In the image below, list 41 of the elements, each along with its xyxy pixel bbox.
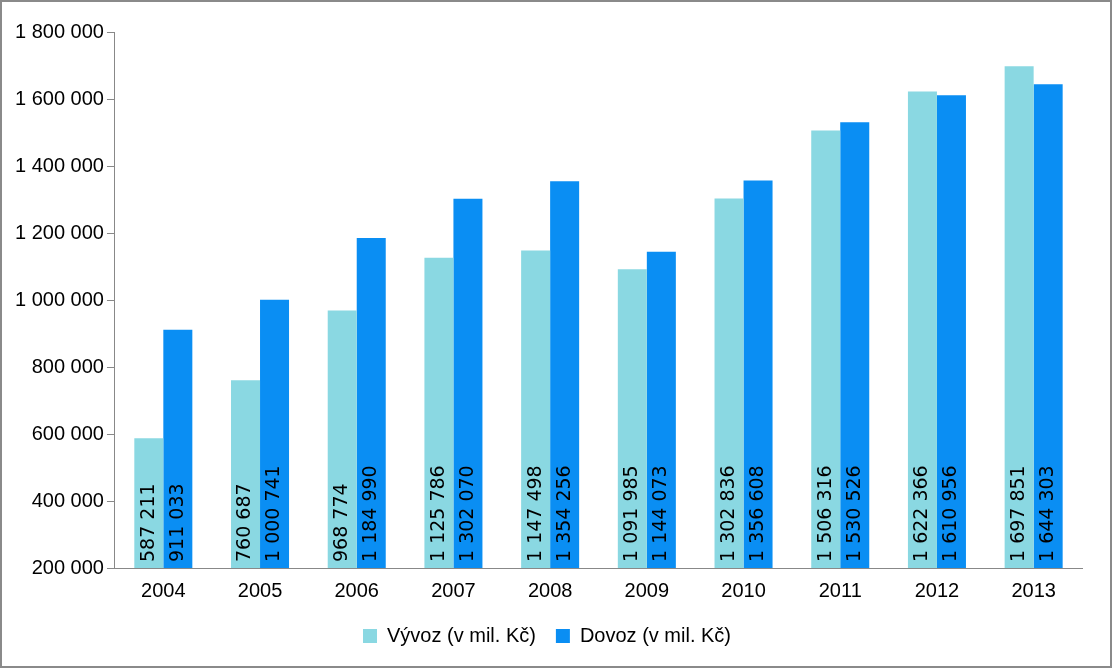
data-label: 1 302 070 [454, 465, 477, 562]
y-tick-label: 800 000 [31, 354, 104, 377]
y-tick-label: 1 000 000 [14, 287, 104, 310]
y-tick-label: 1 200 000 [14, 220, 104, 243]
data-label: 1 644 303 [1035, 465, 1058, 562]
x-tick-label: 2007 [431, 578, 476, 601]
x-tick-label: 2006 [334, 578, 379, 601]
legend-label: Vývoz (v mil. Kč) [386, 623, 536, 646]
x-tick-label: 2005 [237, 578, 283, 601]
data-label: 1 091 985 [619, 465, 642, 562]
data-label: 968 774 [329, 483, 352, 562]
x-tick-label: 2010 [721, 578, 766, 601]
data-label: 1 302 836 [715, 465, 738, 562]
y-tick-label: 200 000 [31, 555, 104, 578]
x-tick-label: 2009 [624, 578, 670, 601]
data-label: 1 000 741 [261, 465, 284, 562]
y-tick-label: 400 000 [31, 488, 104, 511]
x-tick-label: 2013 [1011, 578, 1056, 601]
x-tick-label: 2008 [527, 578, 573, 601]
data-label: 1 622 366 [909, 465, 932, 562]
data-label: 1 530 526 [841, 465, 864, 562]
data-label: 760 687 [232, 483, 255, 562]
x-tick-label: 2011 [818, 578, 862, 601]
legend-label: Dovoz (v mil. Kč) [579, 623, 732, 646]
data-label: 1 184 990 [358, 465, 381, 562]
y-tick-label: 1 600 000 [14, 86, 104, 109]
data-label: 1 610 956 [938, 465, 961, 562]
x-tick-label: 2004 [141, 578, 186, 601]
y-tick-label: 1 400 000 [14, 153, 104, 176]
y-tick-label: 600 000 [31, 421, 104, 444]
data-label: 1 354 256 [551, 465, 574, 562]
data-label: 911 033 [164, 483, 187, 562]
data-label: 1 356 608 [744, 465, 767, 562]
data-label: 1 144 073 [648, 465, 671, 562]
data-label: 1 147 498 [522, 465, 545, 562]
data-label: 1 125 786 [425, 465, 448, 562]
y-tick-label: 1 800 000 [14, 19, 104, 42]
data-label: 1 506 316 [812, 465, 835, 562]
data-label: 587 211 [135, 483, 158, 562]
data-label: 1 697 851 [1006, 465, 1029, 562]
x-tick-label: 2012 [914, 578, 960, 601]
